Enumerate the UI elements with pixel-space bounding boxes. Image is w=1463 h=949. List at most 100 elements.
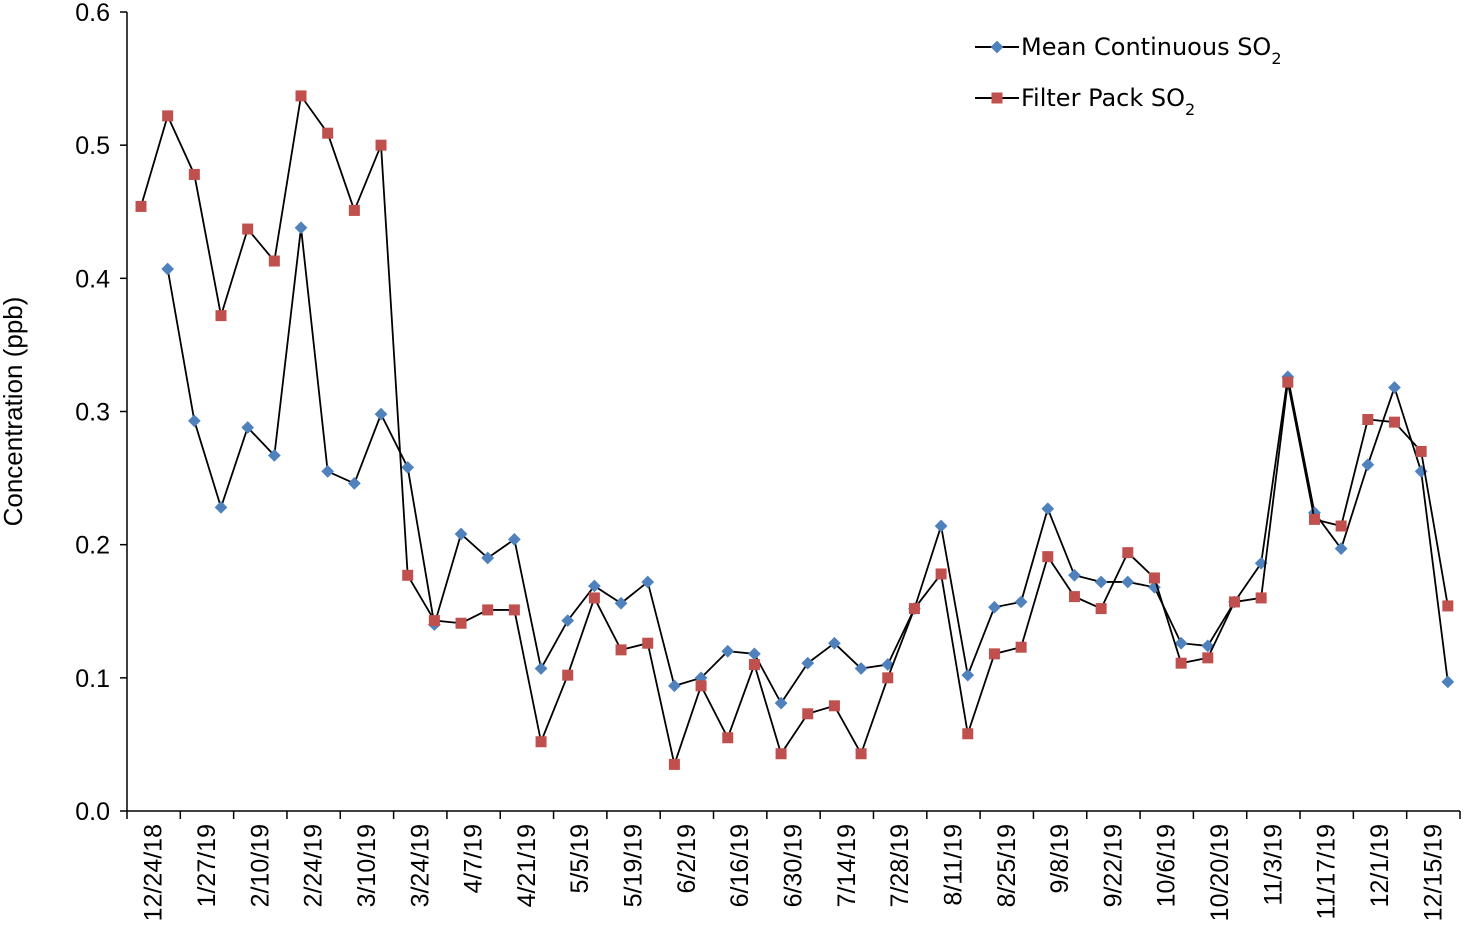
data-point-square <box>215 310 227 322</box>
legend-label-mean-continuous: Mean Continuous SO2 <box>1021 33 1282 68</box>
x-tick-label: 3/10/19 <box>353 824 381 907</box>
x-tick-label: 2/10/19 <box>246 824 274 907</box>
data-point-diamond <box>961 668 975 682</box>
data-point-square <box>1362 413 1374 425</box>
x-tick-label: 2/24/19 <box>300 824 328 907</box>
data-point-square <box>428 615 440 627</box>
data-point-square <box>642 637 654 649</box>
data-point-square <box>295 90 307 102</box>
data-point-diamond <box>668 679 681 693</box>
series-mean-continuous <box>161 221 1455 710</box>
legend-marker-square <box>991 92 1003 104</box>
data-point-square <box>722 732 734 744</box>
x-tick-label: 11/17/19 <box>1313 824 1341 919</box>
data-point-square <box>988 648 1000 660</box>
y-axis-title: Concentration (ppb) <box>0 297 28 527</box>
data-point-square <box>268 255 280 267</box>
data-point-square <box>1442 600 1454 612</box>
data-point-diamond <box>347 477 361 490</box>
x-tick-label: 4/7/19 <box>460 824 488 894</box>
data-point-square <box>615 644 627 656</box>
legend-marker-diamond <box>990 40 1004 54</box>
data-point-square <box>162 110 174 122</box>
x-tick-label: 6/2/19 <box>673 824 701 894</box>
data-point-square <box>455 617 467 629</box>
x-axis: 12/24/18 1/27/19 2/10/19 2/24/19 3/10/19 3/24… <box>126 810 1461 921</box>
y-tick-label: 0.2 <box>75 532 110 560</box>
data-point-diamond <box>294 221 308 235</box>
data-point-square <box>855 748 867 760</box>
series-filter-pack <box>135 90 1454 770</box>
x-tick-label: 6/30/19 <box>780 824 808 907</box>
data-point-diamond <box>161 262 175 276</box>
data-point-square <box>695 680 707 692</box>
data-point-square <box>882 672 894 684</box>
data-point-diamond <box>321 465 335 478</box>
legend-item-mean-continuous: Mean Continuous SO2 <box>975 33 1282 68</box>
data-point-diamond <box>1094 575 1108 589</box>
data-point-square <box>1175 657 1187 669</box>
data-point-diamond <box>1014 595 1028 609</box>
data-point-diamond <box>401 461 415 474</box>
legend-item-filter-pack: Filter Pack SO2 <box>975 84 1195 119</box>
y-tick-label: 0.0 <box>75 798 110 826</box>
data-point-square <box>1335 520 1347 532</box>
x-tick-label: 6/16/19 <box>726 824 754 907</box>
data-point-square <box>188 168 200 180</box>
data-point-diamond <box>1441 675 1455 689</box>
y-tick-label: 0.4 <box>75 265 110 293</box>
x-tick-label: 4/21/19 <box>513 824 541 907</box>
x-tick-label: 9/8/19 <box>1046 824 1074 894</box>
data-point-diamond <box>1121 575 1135 589</box>
data-point-square <box>828 700 840 712</box>
data-point-diamond <box>988 600 1001 614</box>
data-point-diamond <box>1334 542 1348 556</box>
data-point-square <box>482 604 494 616</box>
data-point-diamond <box>1041 502 1055 516</box>
data-point-diamond <box>534 662 548 675</box>
data-point-square <box>402 569 414 581</box>
data-point-square <box>508 604 520 616</box>
y-tick-label: 0.5 <box>75 132 110 160</box>
data-point-square <box>1255 592 1267 604</box>
y-tick-label: 0.3 <box>75 399 110 427</box>
data-point-square <box>908 603 920 615</box>
x-tick-label: 8/11/19 <box>939 824 967 906</box>
x-tick-label: 7/28/19 <box>886 824 914 907</box>
data-point-square <box>348 204 360 216</box>
x-tick-label: 12/15/19 <box>1419 824 1447 921</box>
series-line <box>140 93 1449 768</box>
x-tick-label: 7/14/19 <box>833 824 861 907</box>
y-tick-label: 0.1 <box>75 665 110 693</box>
data-point-diamond <box>267 449 281 462</box>
legend: Mean Continuous SO2 Filter Pack SO2 <box>975 33 1282 119</box>
data-point-square <box>588 592 600 604</box>
x-tick-label: 5/19/19 <box>620 824 648 907</box>
data-point-diamond <box>774 696 788 710</box>
data-point-square <box>1095 603 1107 615</box>
x-tick-label: 5/5/19 <box>566 824 594 894</box>
data-point-diamond <box>748 647 761 661</box>
data-point-square <box>1415 445 1427 457</box>
y-axis: 0.0 0.1 0.2 0.3 0.4 0.5 0.6 <box>75 0 128 826</box>
x-tick-label: 1/27/19 <box>193 824 221 907</box>
data-point-diamond <box>1361 458 1375 472</box>
data-point-square <box>1228 596 1240 608</box>
data-point-square <box>962 728 974 740</box>
x-tick-label: 3/24/19 <box>406 824 434 907</box>
x-tick-label: 10/20/19 <box>1206 824 1234 921</box>
series-layer <box>135 90 1455 770</box>
data-point-square <box>375 139 387 151</box>
data-point-square <box>562 669 574 681</box>
data-point-diamond <box>241 421 255 434</box>
x-tick-label: 11/3/19 <box>1259 824 1287 906</box>
data-point-square <box>1015 641 1027 653</box>
data-point-diamond <box>1068 568 1081 582</box>
data-point-square <box>1068 591 1080 603</box>
data-point-square <box>242 223 254 235</box>
data-point-square <box>802 708 814 720</box>
series-line <box>166 227 1449 705</box>
data-point-square <box>668 758 680 770</box>
data-point-square <box>775 748 787 760</box>
